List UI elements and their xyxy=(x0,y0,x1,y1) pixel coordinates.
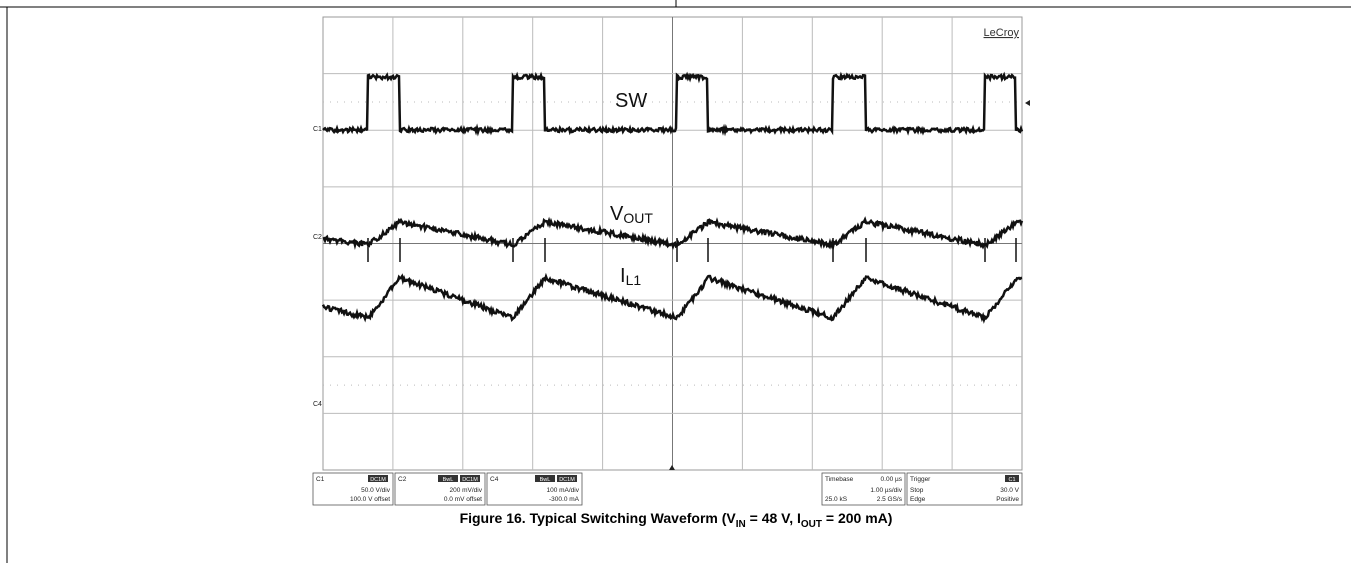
panel-text: C1 xyxy=(316,476,325,483)
waveform xyxy=(321,272,1023,324)
panel-text: 2.5 GS/s xyxy=(877,496,903,503)
panels: C1 DC1M 50.0 V/div 100.0 V offset C2 BwL DC1M 2… xyxy=(312,472,1023,506)
badge xyxy=(460,475,480,482)
panel-text: Timebase xyxy=(825,476,854,483)
panel-text: Trigger xyxy=(910,476,931,483)
panel-text: DC1M xyxy=(370,477,386,483)
badge xyxy=(368,475,388,482)
badge xyxy=(1005,475,1019,482)
panel-text: 100.0 V offset xyxy=(350,496,390,503)
panel-text: C4 xyxy=(490,476,499,483)
panel-text: 100 mA/div xyxy=(546,487,579,494)
panel-box xyxy=(821,472,906,506)
panel-text: Edge xyxy=(910,496,926,503)
waveform xyxy=(322,71,1024,137)
panel-box xyxy=(906,472,1023,506)
caption: Figure 16. Typical Switching Waveform (V… xyxy=(460,510,893,530)
panel-text: 25.0 kS xyxy=(825,496,848,503)
channel-marker: C4 xyxy=(313,401,322,408)
brand: LeCroy xyxy=(984,27,1020,39)
waveform xyxy=(322,216,1024,252)
time-arrow xyxy=(669,465,675,470)
panel-text: Positive xyxy=(996,496,1019,503)
panel-text: 30.0 V xyxy=(1000,487,1019,494)
badge xyxy=(535,475,555,482)
trace-label: VOUT xyxy=(610,203,653,226)
panel-text: DC1M xyxy=(462,477,478,483)
panel-text: 1.00 µs/div xyxy=(870,487,902,494)
panel-text: C1 xyxy=(1008,477,1015,483)
trigger-arrow xyxy=(1025,100,1030,106)
panel-text: BwL xyxy=(540,477,551,483)
panel-text: Stop xyxy=(910,487,924,494)
panel-text: 0.00 µs xyxy=(881,476,903,483)
channel-marker: C2 xyxy=(313,234,322,241)
panel-text: 200 mV/div xyxy=(449,487,482,494)
panel-text: 50.0 V/div xyxy=(361,487,391,494)
badge xyxy=(557,475,577,482)
channel-marker: C1 xyxy=(313,126,322,133)
panel-text: BwL xyxy=(443,477,454,483)
panel-text: C2 xyxy=(398,476,407,483)
trace-label: IL1 xyxy=(620,265,641,288)
panel-text: 0.0 mV offset xyxy=(444,496,482,503)
trace-label: SW xyxy=(615,90,647,112)
badge xyxy=(438,475,458,482)
panel-text: DC1M xyxy=(559,477,575,483)
scope-screen xyxy=(321,16,1024,471)
panel-text: -300.0 mA xyxy=(549,496,580,503)
